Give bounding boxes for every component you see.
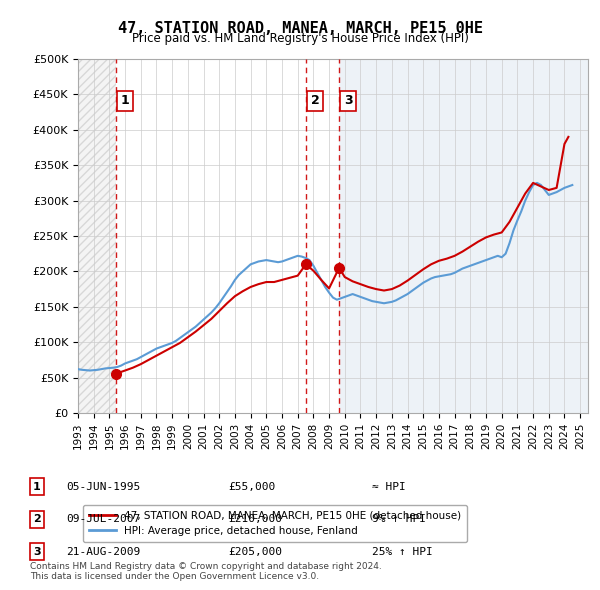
Text: 2: 2 — [33, 514, 41, 524]
Text: 9% ↑ HPI: 9% ↑ HPI — [372, 514, 426, 524]
Bar — [78, 59, 116, 413]
Text: Contains HM Land Registry data © Crown copyright and database right 2024.
This d: Contains HM Land Registry data © Crown c… — [30, 562, 382, 581]
Text: 09-JUL-2007: 09-JUL-2007 — [66, 514, 140, 524]
Text: £210,000: £210,000 — [228, 514, 282, 524]
Text: 1: 1 — [121, 94, 130, 107]
Legend: 47, STATION ROAD, MANEA, MARCH, PE15 0HE (detached house), HPI: Average price, d: 47, STATION ROAD, MANEA, MARCH, PE15 0HE… — [83, 504, 467, 542]
Text: 21-AUG-2009: 21-AUG-2009 — [66, 547, 140, 556]
Bar — [339, 59, 588, 413]
Text: Price paid vs. HM Land Registry's House Price Index (HPI): Price paid vs. HM Land Registry's House … — [131, 32, 469, 45]
Text: 3: 3 — [33, 547, 41, 556]
Text: £55,000: £55,000 — [228, 482, 275, 491]
Text: 25% ↑ HPI: 25% ↑ HPI — [372, 547, 433, 556]
Text: 2: 2 — [311, 94, 319, 107]
Text: 47, STATION ROAD, MANEA, MARCH, PE15 0HE: 47, STATION ROAD, MANEA, MARCH, PE15 0HE — [118, 21, 482, 35]
Text: ≈ HPI: ≈ HPI — [372, 482, 406, 491]
Text: 1: 1 — [33, 482, 41, 491]
Text: 3: 3 — [344, 94, 352, 107]
Text: £205,000: £205,000 — [228, 547, 282, 556]
Text: 05-JUN-1995: 05-JUN-1995 — [66, 482, 140, 491]
